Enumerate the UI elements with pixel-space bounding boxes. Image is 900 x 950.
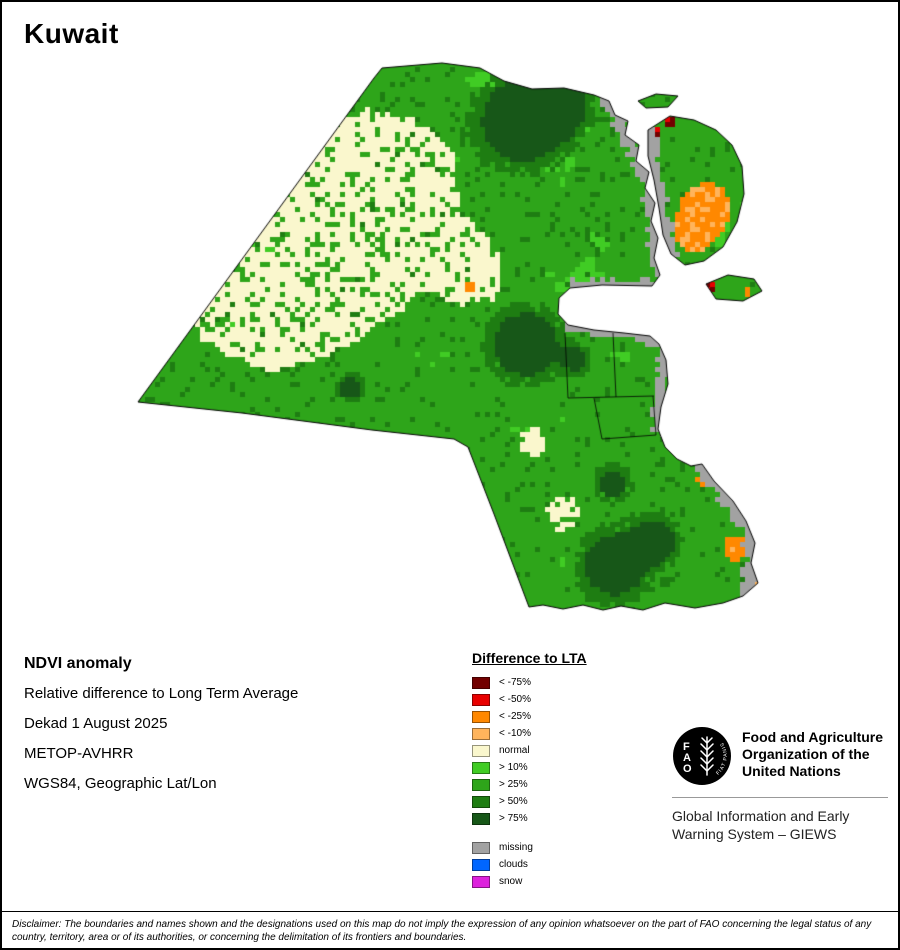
disclaimer-text: Disclaimer: The boundaries and names sho… xyxy=(2,911,898,944)
legend-swatch xyxy=(472,812,490,825)
legend-label: < -10% xyxy=(499,728,531,739)
legend-label: > 50% xyxy=(499,796,528,807)
legend-swatch xyxy=(472,693,490,706)
svg-text:O: O xyxy=(683,763,692,775)
legend-label: < -25% xyxy=(499,711,531,722)
legend-swatch xyxy=(472,761,490,774)
legend-label: > 10% xyxy=(499,762,528,773)
legend-item: clouds xyxy=(472,856,672,873)
map-info-block: NDVI anomaly Relative difference to Long… xyxy=(24,648,298,799)
page-title: Kuwait xyxy=(24,18,119,49)
legend-label: > 75% xyxy=(499,813,528,824)
legend-item: < -25% xyxy=(472,708,672,725)
svg-text:A: A xyxy=(683,752,691,764)
legend-item: snow xyxy=(472,873,672,890)
legend-item: normal xyxy=(472,742,672,759)
legend-title: Difference to LTA xyxy=(472,650,587,666)
info-line: WGS84, Geographic Lat/Lon xyxy=(24,775,217,792)
legend-label: missing xyxy=(499,842,533,853)
legend-label: snow xyxy=(499,876,523,887)
legend-gap xyxy=(472,827,672,839)
legend-item: > 10% xyxy=(472,759,672,776)
info-line: Dekad 1 August 2025 xyxy=(24,715,168,732)
legend-item: missing xyxy=(472,839,672,856)
legend-label: normal xyxy=(499,745,530,756)
legend-item: > 50% xyxy=(472,793,672,810)
legend-item: > 75% xyxy=(472,810,672,827)
fao-org-name: Food and Agriculture Organization of the… xyxy=(742,729,884,779)
legend-label: < -50% xyxy=(499,694,531,705)
legend-swatch xyxy=(472,875,490,888)
fao-logo-icon: F A O FIAT PANIS xyxy=(673,727,731,785)
info-heading: NDVI anomaly xyxy=(24,655,132,672)
legend-swatch xyxy=(472,710,490,723)
legend-swatch xyxy=(472,778,490,791)
ndvi-anomaly-map xyxy=(2,2,898,647)
legend-label: > 25% xyxy=(499,779,528,790)
legend-swatch xyxy=(472,841,490,854)
legend-item: < -75% xyxy=(472,674,672,691)
legend-item: < -10% xyxy=(472,725,672,742)
legend-swatch xyxy=(472,727,490,740)
info-line: Relative difference to Long Term Average xyxy=(24,685,299,702)
legend-label: < -75% xyxy=(499,677,531,688)
map-legend: Difference to LTA < -75% < -50% < -25% <… xyxy=(472,650,672,890)
legend-swatch xyxy=(472,795,490,808)
legend-label: clouds xyxy=(499,859,528,870)
legend-swatch xyxy=(472,744,490,757)
fao-block: F A O FIAT PANIS Food and Agriculture Or… xyxy=(672,726,888,843)
legend-item: > 25% xyxy=(472,776,672,793)
fao-giews-divider xyxy=(672,797,888,798)
info-line: METOP-AVHRR xyxy=(24,745,134,762)
legend-swatch xyxy=(472,858,490,871)
legend-item: < -50% xyxy=(472,691,672,708)
legend-swatch xyxy=(472,676,490,689)
svg-text:F: F xyxy=(683,741,690,753)
giews-name: Global Information and Early Warning Sys… xyxy=(672,808,850,842)
